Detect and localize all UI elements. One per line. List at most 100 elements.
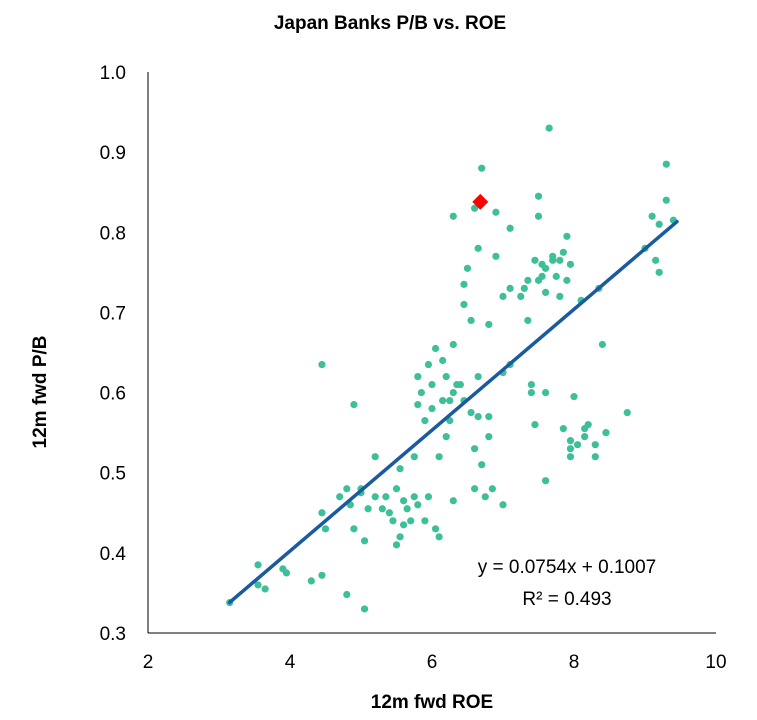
data-point <box>652 256 660 264</box>
data-point <box>499 501 507 509</box>
data-point <box>549 256 557 264</box>
data-point <box>414 501 422 509</box>
data-point <box>371 493 379 501</box>
data-point <box>424 493 433 501</box>
data-point <box>527 380 536 389</box>
data-point <box>559 425 567 433</box>
data-point <box>492 208 500 216</box>
x-tick-label: 10 <box>705 652 726 673</box>
data-point <box>378 505 386 513</box>
data-point <box>474 244 482 252</box>
data-point <box>431 525 440 533</box>
data-point <box>566 260 575 268</box>
data-point <box>527 388 536 397</box>
data-point <box>467 316 475 325</box>
data-point <box>573 441 582 449</box>
data-point <box>460 280 468 288</box>
data-point <box>403 505 411 513</box>
data-point <box>584 421 592 429</box>
chart-title: Japan Banks P/B vs. ROE <box>274 13 506 34</box>
data-point <box>531 256 539 264</box>
data-point <box>471 485 479 493</box>
trendline-equation: y = 0.0754x + 0.1007 <box>478 557 657 578</box>
data-point <box>581 433 589 441</box>
data-point <box>410 453 418 461</box>
data-point <box>318 360 326 369</box>
data-point <box>662 160 670 168</box>
data-point <box>421 517 429 525</box>
data-point <box>254 561 262 569</box>
data-point <box>400 521 408 529</box>
data-point <box>598 340 607 349</box>
data-point <box>492 252 500 260</box>
data-point <box>350 400 358 409</box>
data-point <box>407 517 415 525</box>
data-point <box>520 284 528 292</box>
data-point <box>517 292 525 300</box>
x-tick-label: 2 <box>143 652 154 673</box>
highlight-point <box>472 193 489 210</box>
data-point <box>542 388 550 397</box>
data-point <box>343 485 351 493</box>
data-point <box>414 372 422 381</box>
data-point <box>524 316 532 325</box>
data-point <box>460 300 468 309</box>
data-point <box>542 477 550 485</box>
data-point <box>428 380 436 389</box>
data-point <box>556 256 564 264</box>
y-tick-label: 0.6 <box>100 384 126 405</box>
data-point <box>591 441 599 449</box>
data-point <box>449 388 457 397</box>
data-point <box>481 493 489 501</box>
data-point <box>261 585 269 593</box>
data-point <box>485 320 493 329</box>
y-tick-label: 0.4 <box>100 544 127 565</box>
data-point <box>442 372 450 381</box>
data-point <box>350 525 358 533</box>
data-point <box>524 276 532 284</box>
data-point <box>364 505 372 513</box>
data-point <box>446 396 454 405</box>
data-point <box>439 356 447 365</box>
data-point <box>542 288 550 296</box>
data-point <box>396 533 404 541</box>
data-point <box>385 509 393 517</box>
data-point <box>485 433 493 441</box>
data-point <box>318 509 326 517</box>
data-point <box>563 232 571 240</box>
x-tick-label: 6 <box>427 652 438 673</box>
data-point <box>648 212 656 220</box>
x-axis-ticks: 2 4 6 8 10 <box>143 652 727 673</box>
data-point <box>321 525 330 533</box>
data-point <box>474 413 482 421</box>
y-tick-label: 0.5 <box>100 464 126 485</box>
data-point <box>360 537 369 545</box>
x-axis-title: 12m fwd ROE <box>371 692 493 713</box>
data-point <box>563 276 571 284</box>
data-point <box>449 497 457 505</box>
data-point <box>431 344 440 353</box>
data-point <box>467 409 475 417</box>
data-point <box>414 400 422 409</box>
data-point <box>435 453 443 461</box>
y-tick-label: 0.8 <box>100 223 126 244</box>
data-point <box>485 413 493 421</box>
data-point <box>392 485 401 493</box>
data-point <box>545 124 553 132</box>
data-point <box>534 192 543 200</box>
data-points <box>226 124 678 613</box>
data-point <box>471 204 479 212</box>
data-point <box>559 248 567 256</box>
data-point <box>566 445 575 453</box>
data-point <box>449 340 457 349</box>
trendline <box>227 219 679 605</box>
data-point <box>623 409 631 417</box>
data-point <box>478 461 486 469</box>
data-point <box>531 421 539 429</box>
y-tick-label: 0.3 <box>100 624 126 645</box>
axes <box>147 72 716 634</box>
data-point <box>428 405 436 413</box>
data-point <box>566 437 575 445</box>
data-point <box>360 605 369 613</box>
